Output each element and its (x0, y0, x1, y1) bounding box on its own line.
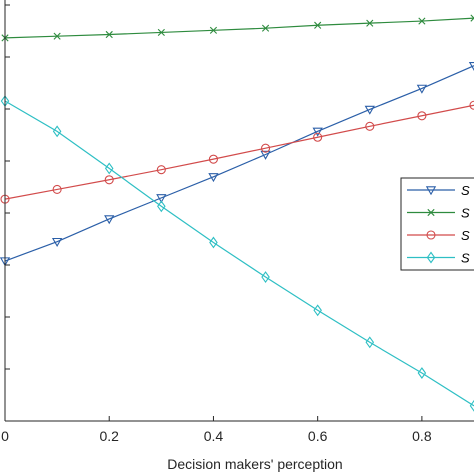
legend-item: S (407, 206, 470, 221)
legend-item: S (407, 228, 470, 243)
series-4-point (417, 367, 427, 379)
legend-item: S (407, 183, 470, 198)
series-4-point (365, 336, 375, 349)
legend-marker (426, 230, 436, 240)
series-3-point (156, 165, 166, 175)
series-4-point (157, 200, 166, 213)
legend-label: S (461, 183, 470, 198)
legend-marker (427, 208, 435, 217)
series-3-point (365, 121, 375, 131)
series-2-point (261, 24, 270, 32)
series-4-point (313, 304, 322, 317)
series-3-line (4, 104, 474, 200)
legend-label: S (461, 251, 470, 266)
legend-label: S (461, 206, 470, 221)
series-4-point (469, 399, 474, 412)
series-1 (0, 61, 474, 267)
plot-background (5, 0, 474, 421)
series-3-point (313, 132, 323, 142)
x-tick-label: 0.2 (99, 428, 119, 444)
axes-layer: 0 0.2 0.4 0.6 0.8 (1, 0, 474, 444)
x-tick-label: 0 (1, 428, 9, 444)
series-2-point (209, 26, 218, 34)
series-3-point (469, 100, 474, 110)
series-1-point (51, 237, 63, 247)
series-1-point (260, 150, 271, 160)
series-1-point (208, 173, 219, 183)
series-2-point (105, 30, 113, 39)
series-2-line (4, 17, 474, 39)
series-1-point (312, 127, 323, 137)
series-2-point (53, 32, 61, 40)
x-tick-label: 0.8 (412, 428, 432, 444)
x-tick-label: 0.4 (204, 428, 224, 444)
series-2 (1, 14, 474, 42)
series-3-point (417, 111, 427, 121)
series-3-point (208, 154, 218, 164)
series-3-point (261, 143, 271, 153)
series-2-point (314, 21, 322, 29)
legend-marker (425, 186, 437, 196)
series-2-point (470, 14, 474, 22)
series-1-line (4, 65, 474, 262)
legend-label: S (461, 228, 470, 243)
x-axis-title: Decision makers' perception (167, 456, 342, 472)
series-2-point (366, 19, 374, 27)
series-4-point (261, 271, 270, 283)
series-1-point (156, 194, 167, 204)
series-3-point (104, 175, 114, 185)
series-4 (0, 95, 474, 412)
series-1-point (104, 215, 115, 225)
legend-item: S (407, 251, 470, 266)
legend-marker (426, 251, 436, 264)
x-tick-label: 0.6 (308, 428, 328, 444)
series-3 (0, 100, 474, 204)
series-4-point (104, 162, 114, 175)
series-4-point (209, 236, 218, 249)
series-1-point (416, 84, 428, 94)
legend-box (400, 177, 474, 271)
series-4-line (4, 100, 474, 407)
series-layer (0, 14, 474, 412)
series-2-point (418, 17, 426, 25)
series-3-point (52, 184, 62, 194)
series-2-point (157, 28, 165, 37)
series-4-point (52, 125, 62, 138)
series-1-point (468, 61, 474, 71)
series-1-point (364, 105, 375, 115)
